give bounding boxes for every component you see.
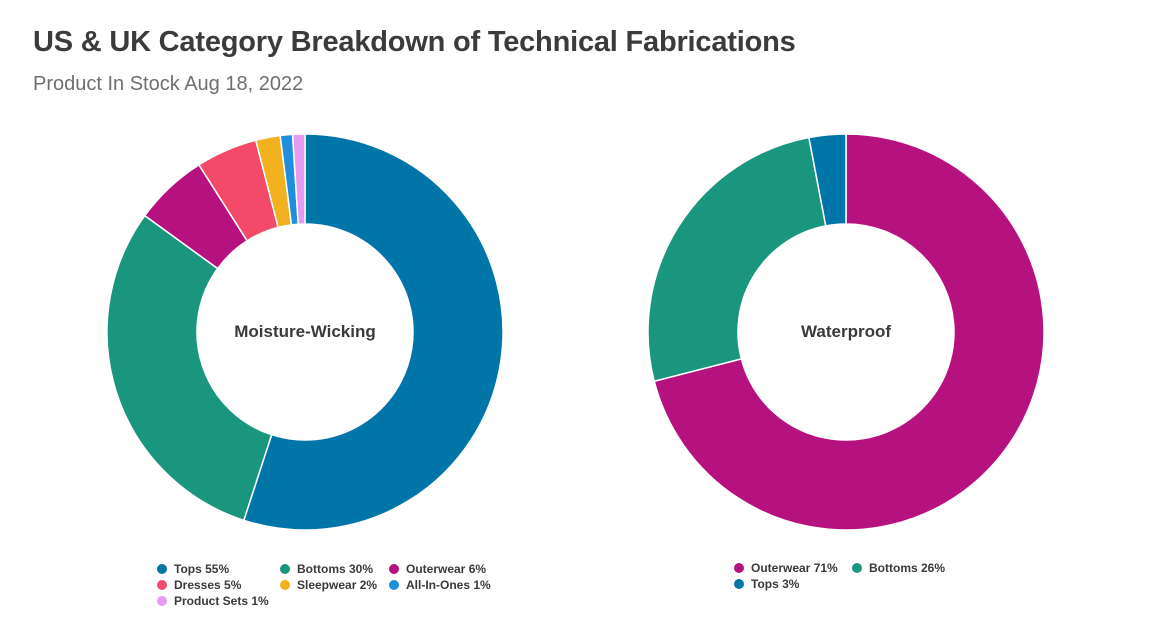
legend-item-all-in-ones: All-In-Ones 1% xyxy=(389,578,491,592)
legend-dot xyxy=(734,563,744,573)
legend-dot xyxy=(157,596,167,606)
legend-item-outerwear: Outerwear 6% xyxy=(389,562,486,576)
slice-product-sets xyxy=(291,133,306,226)
legend-item-tops: Tops 3% xyxy=(734,577,799,591)
legend-label: Dresses 5% xyxy=(174,578,242,592)
legend-label: Bottoms 26% xyxy=(869,561,946,575)
legend-dot xyxy=(157,564,167,574)
legend-dot xyxy=(734,579,744,589)
legend-label: Outerwear 71% xyxy=(751,561,838,575)
legend-dot xyxy=(389,580,399,590)
legend-label: Tops 55% xyxy=(174,562,230,576)
legend-item-dresses: Dresses 5% xyxy=(157,578,241,592)
legend-item-sleepwear: Sleepwear 2% xyxy=(280,578,377,592)
legend-item-product-sets: Product Sets 1% xyxy=(157,594,269,608)
legend-dot xyxy=(280,580,290,590)
legend-label: All-In-Ones 1% xyxy=(406,578,491,592)
slice-outerwear xyxy=(653,133,1045,531)
slice-tops xyxy=(808,133,847,227)
legend-dot xyxy=(852,563,862,573)
legend-label: Product Sets 1% xyxy=(174,594,269,608)
legend-dot xyxy=(389,564,399,574)
chart-title: US & UK Category Breakdown of Technical … xyxy=(33,26,796,58)
legend-dot xyxy=(157,580,167,590)
moisture-wicking-center-label: Moisture-Wicking xyxy=(234,322,376,341)
legend-label: Sleepwear 2% xyxy=(297,578,378,592)
legend-label: Outerwear 6% xyxy=(406,562,487,576)
legend-item-tops: Tops 55% xyxy=(157,562,229,576)
legend-label: Tops 3% xyxy=(751,577,800,591)
slice-bottoms xyxy=(106,214,273,522)
legend-item-outerwear: Outerwear 71% xyxy=(734,561,838,575)
legend-dot xyxy=(280,564,290,574)
chart-subtitle: Product In Stock Aug 18, 2022 xyxy=(33,73,304,95)
moisture-wicking-donut xyxy=(106,133,504,531)
legend-item-bottoms: Bottoms 30% xyxy=(280,562,373,576)
waterproof-donut xyxy=(647,133,1045,531)
legend-label: Bottoms 30% xyxy=(297,562,374,576)
legend-item-bottoms: Bottoms 26% xyxy=(852,561,945,575)
waterproof-center-label: Waterproof xyxy=(801,322,891,341)
slice-bottoms xyxy=(647,136,827,383)
slice-tops xyxy=(242,133,504,531)
